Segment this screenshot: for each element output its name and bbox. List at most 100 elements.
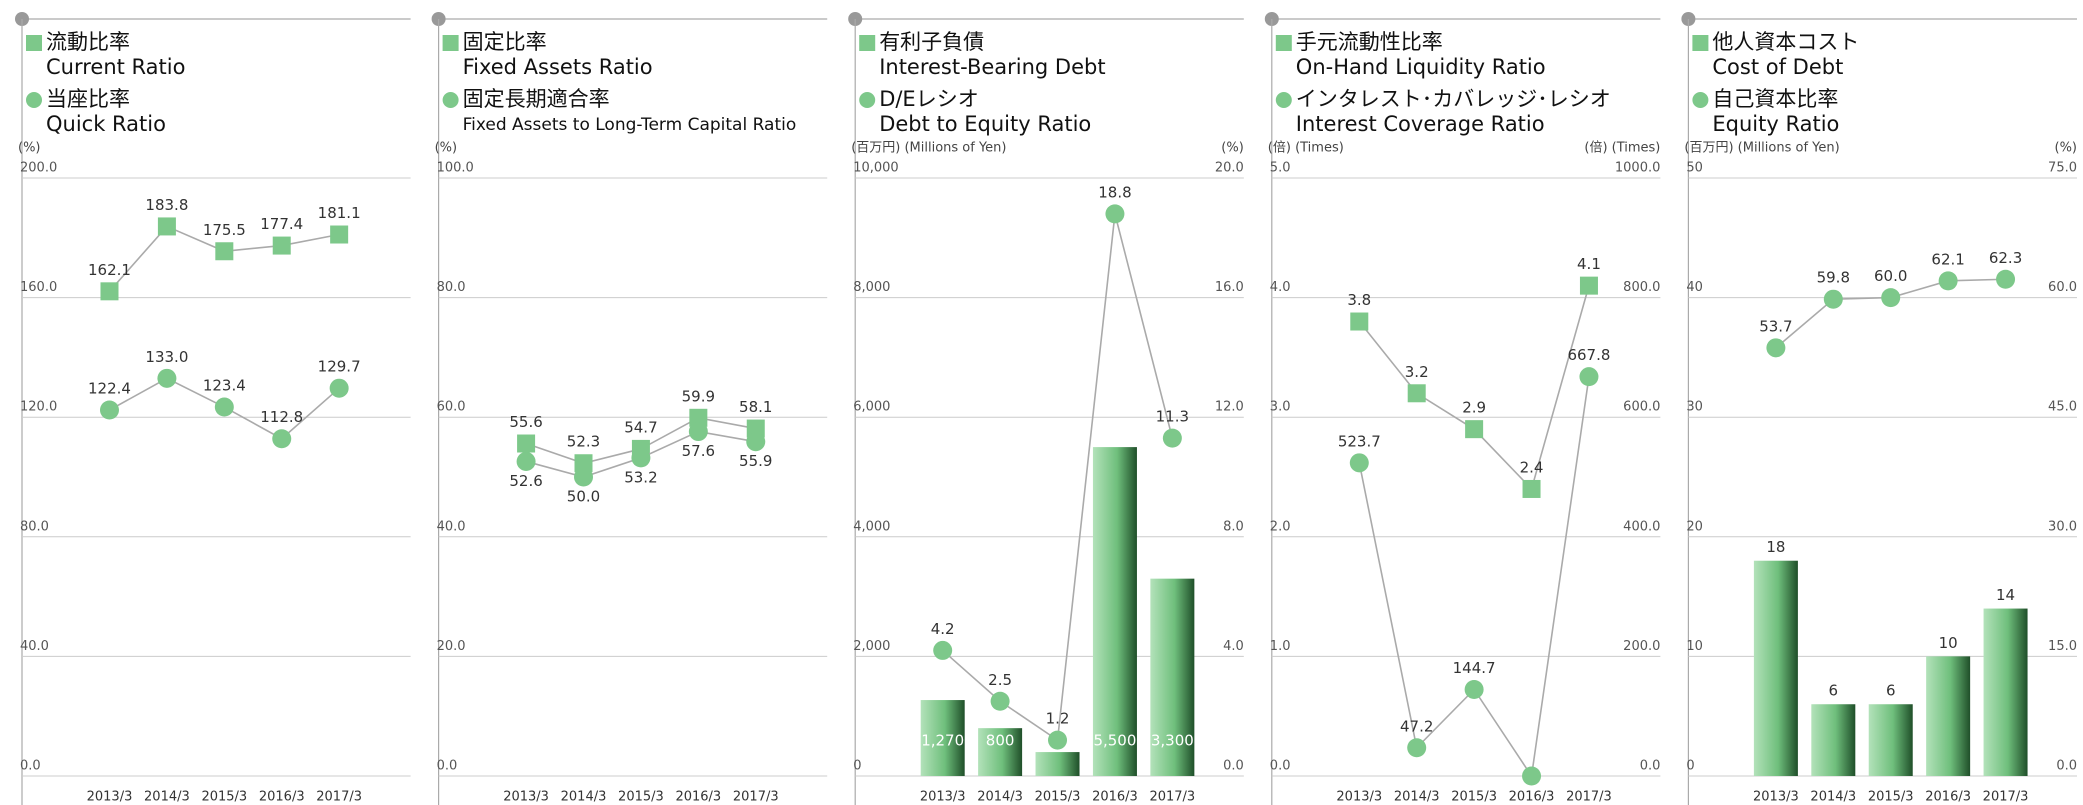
point-marker	[1407, 738, 1427, 758]
point-value-label: 3.2	[1405, 363, 1429, 381]
bar	[1035, 752, 1080, 776]
legend-label: Fixed Assets to Long-Term Capital Ratio	[463, 115, 797, 135]
x-tick-label: 2017/3	[1566, 790, 1612, 805]
x-tick-label: 2014/3	[144, 790, 190, 805]
y-tick-label: 100.0	[437, 161, 474, 176]
legend-marker	[442, 35, 459, 51]
point-value-label: 4.2	[931, 620, 955, 638]
point-value-label: 175.5	[203, 221, 246, 239]
y-tick-label: 40	[1686, 280, 1703, 295]
legend-marker	[1275, 92, 1292, 108]
y-tick-label: 50	[1686, 161, 1703, 176]
bar	[1753, 560, 1798, 776]
point-value-label: 1.2	[1046, 710, 1070, 728]
point-marker	[1938, 271, 1958, 291]
x-tick-label: 2017/3	[1149, 790, 1195, 805]
y-tick-label: 0.0	[437, 759, 458, 774]
point-value-label: 2.5	[988, 671, 1012, 689]
point-marker	[746, 432, 766, 452]
legend-marker	[1692, 92, 1709, 108]
point-value-label: 181.1	[318, 204, 361, 222]
point-value-label: 122.4	[88, 380, 131, 398]
point-marker	[1766, 338, 1786, 358]
point-value-label: 57.6	[682, 442, 715, 460]
legend-label: Interest Coverage Ratio	[1296, 112, 1545, 136]
y2-tick-label: 30.0	[2048, 519, 2077, 534]
x-tick-label: 2014/3	[1810, 790, 1856, 805]
x-tick-label: 2017/3	[1983, 790, 2029, 805]
y2-tick-label: 0.0	[2056, 759, 2077, 774]
legend-label-ja: 当座比率	[46, 87, 130, 111]
point-value-label: 18.8	[1098, 183, 1131, 201]
point-marker	[574, 467, 594, 487]
y-axis-label: (%)	[18, 141, 41, 156]
y-tick-label: 0	[1686, 759, 1694, 774]
point-value-label: 144.7	[1453, 659, 1496, 677]
y-tick-label: 20.0	[437, 639, 466, 654]
point-value-label: 53.7	[1759, 317, 1792, 335]
point-marker	[99, 400, 119, 420]
y-tick-label: 6,000	[853, 400, 890, 415]
point-marker	[1162, 428, 1182, 448]
point-value-label: 59.8	[1817, 269, 1850, 287]
point-marker	[1881, 288, 1901, 308]
legend-label-ja: 手元流動性比率	[1296, 30, 1443, 54]
y2-tick-label: 45.0	[2048, 400, 2077, 415]
y2-axis-label: (%)	[1221, 141, 1244, 156]
point-marker	[330, 225, 349, 244]
y-axis-label: (%)	[435, 141, 458, 156]
legend-marker	[26, 92, 42, 108]
y2-tick-label: 0.0	[1223, 759, 1244, 774]
point-value-label: 129.7	[318, 358, 361, 376]
y-tick-label: 4.0	[1270, 280, 1291, 295]
y-tick-label: 0.0	[20, 759, 41, 774]
point-value-label: 162.1	[88, 261, 131, 279]
legend-label-ja: 自己資本比率	[1712, 87, 1838, 111]
x-tick-label: 2015/3	[618, 790, 664, 805]
legend-label-ja: 固定比率	[463, 30, 547, 54]
point-marker	[933, 640, 953, 660]
series-line	[942, 213, 1174, 742]
point-marker	[516, 451, 536, 471]
y-tick-label: 4,000	[853, 519, 890, 534]
x-tick-label: 2017/3	[316, 790, 362, 805]
point-value-label: 58.1	[739, 398, 772, 416]
bar-value-label: 10	[1939, 634, 1958, 652]
legend-label: Fixed Assets Ratio	[463, 55, 653, 79]
bar-value-label: 6	[1886, 682, 1896, 700]
bar	[1811, 704, 1856, 776]
y-tick-label: 120.0	[20, 400, 57, 415]
y-tick-label: 40.0	[437, 519, 466, 534]
y-tick-label: 0.0	[1270, 759, 1291, 774]
bar	[1150, 578, 1195, 776]
y2-axis-label: (倍) (Times)	[1584, 141, 1660, 156]
y-tick-label: 1.0	[1270, 639, 1291, 654]
x-tick-label: 2015/3	[1868, 790, 1914, 805]
point-marker	[1407, 384, 1426, 403]
x-tick-label: 2014/3	[1394, 790, 1440, 805]
point-value-label: 2.9	[1462, 399, 1486, 417]
point-marker	[1522, 766, 1542, 786]
point-value-label: 183.8	[145, 196, 188, 214]
y-axis-label: (倍) (Times)	[1268, 141, 1344, 156]
y2-tick-label: 200.0	[1623, 639, 1660, 654]
point-value-label: 52.6	[509, 472, 542, 490]
y-tick-label: 160.0	[20, 280, 57, 295]
y-tick-label: 10	[1686, 639, 1703, 654]
x-tick-label: 2013/3	[87, 790, 133, 805]
x-tick-label: 2017/3	[733, 790, 779, 805]
point-value-label: 133.0	[145, 348, 188, 366]
point-marker	[329, 378, 349, 398]
point-value-label: 55.6	[509, 413, 542, 431]
legend-label: Interest-Bearing Debt	[879, 55, 1105, 79]
x-tick-label: 2016/3	[1092, 790, 1138, 805]
point-marker	[1522, 479, 1541, 498]
point-marker	[1579, 367, 1599, 387]
y2-tick-label: 75.0	[2048, 161, 2077, 176]
point-marker	[1048, 730, 1068, 750]
point-value-label: 667.8	[1567, 346, 1610, 364]
y2-axis-label: (%)	[2055, 141, 2078, 156]
x-tick-label: 2013/3	[920, 790, 966, 805]
point-value-label: 4.1	[1577, 255, 1601, 273]
point-value-label: 52.3	[567, 433, 600, 451]
